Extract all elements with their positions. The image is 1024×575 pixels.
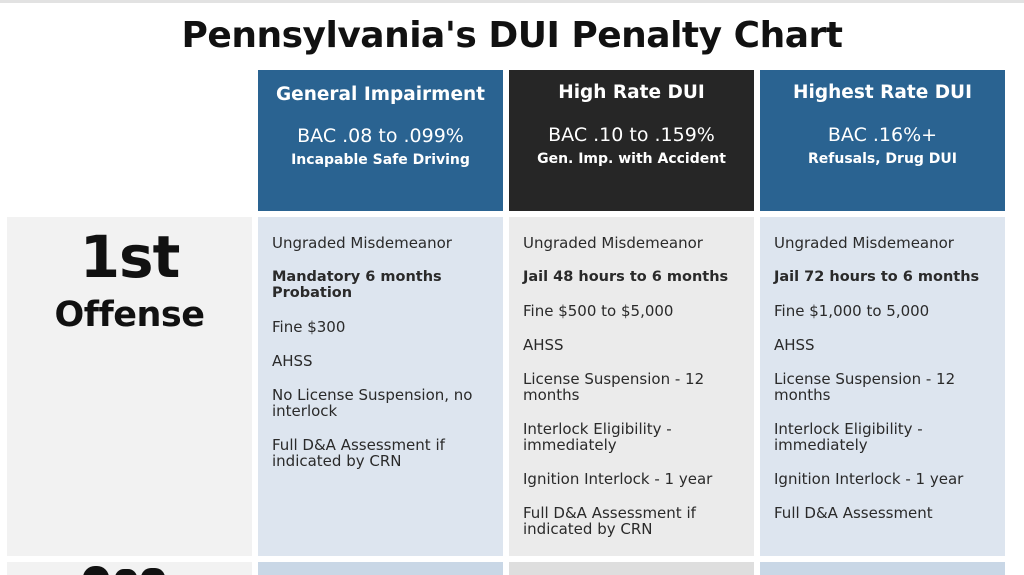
column-name: Highest Rate DUI bbox=[793, 82, 972, 103]
penalty-item: Fine $1,000 to 5,000 bbox=[774, 302, 930, 320]
penalty-item: License Suspension - 12 months bbox=[523, 370, 705, 404]
column-name: General Impairment bbox=[275, 84, 486, 105]
penalty-item: Mandatory 6 months Probation bbox=[272, 269, 442, 301]
penalty-item: Ungraded Misdemeanor bbox=[523, 234, 703, 252]
offense-number: 1st bbox=[79, 223, 181, 291]
column-subtitle: Gen. Imp. with Accident bbox=[537, 151, 726, 167]
penalty-item: Ungraded Misdemeanor bbox=[272, 234, 452, 252]
column-subtitle: Refusals, Drug DUI bbox=[807, 151, 958, 167]
penalty-item: Full D&A Assessment if indicated by CRN bbox=[272, 436, 445, 470]
offense-word: Offense bbox=[54, 295, 205, 335]
column-header-highest-rate: Highest Rate DUI BAC .16%+ Refusals, Dru… bbox=[760, 70, 1005, 211]
offense-label-cell: 1st Offense bbox=[7, 217, 252, 556]
next-row-cell-general-impairment bbox=[258, 562, 503, 575]
column-name: High Rate DUI bbox=[558, 82, 705, 103]
column-subtitle: Incapable Safe Driving bbox=[291, 152, 470, 168]
top-divider bbox=[0, 0, 1024, 3]
penalty-item: Jail 48 hours to 6 months bbox=[523, 269, 729, 285]
next-offense-number-partial bbox=[79, 562, 175, 575]
column-header-general-impairment: General Impairment BAC .08 to .099% Inca… bbox=[258, 70, 503, 211]
next-offense-label-cell bbox=[7, 562, 252, 575]
penalty-item: AHSS bbox=[272, 352, 313, 370]
penalty-item: Full D&A Assessment bbox=[774, 504, 933, 522]
penalty-item: Jail 72 hours to 6 months bbox=[774, 269, 980, 285]
column-bac: BAC .16%+ bbox=[827, 124, 938, 146]
penalty-cell-highest-rate: Ungraded Misdemeanor Jail 72 hours to 6 … bbox=[760, 217, 1005, 556]
penalty-item: AHSS bbox=[774, 336, 815, 354]
penalty-item: Ignition Interlock - 1 year bbox=[523, 470, 713, 488]
penalty-cell-general-impairment: Ungraded Misdemeanor Mandatory 6 months … bbox=[258, 217, 503, 556]
penalty-item: Full D&A Assessment if indicated by CRN bbox=[523, 504, 696, 538]
penalty-item: Interlock Eligibility - immediately bbox=[523, 420, 672, 454]
column-bac: BAC .10 to .159% bbox=[548, 124, 715, 146]
penalty-item: AHSS bbox=[523, 336, 564, 354]
column-bac: BAC .08 to .099% bbox=[297, 125, 464, 147]
penalty-item: No License Suspension, no interlock bbox=[272, 386, 473, 420]
column-header-high-rate: High Rate DUI BAC .10 to .159% Gen. Imp.… bbox=[509, 70, 754, 211]
next-row-cell-high-rate bbox=[509, 562, 754, 575]
next-row-cell-highest-rate bbox=[760, 562, 1005, 575]
penalty-item: Interlock Eligibility - immediately bbox=[774, 420, 923, 454]
penalty-cell-high-rate: Ungraded Misdemeanor Jail 48 hours to 6 … bbox=[509, 217, 754, 556]
penalty-item: License Suspension - 12 months bbox=[774, 370, 956, 404]
penalty-item: Fine $500 to $5,000 bbox=[523, 302, 674, 320]
penalty-item: Fine $300 bbox=[272, 318, 346, 336]
page-title: Pennsylvania's DUI Penalty Chart bbox=[181, 15, 843, 56]
penalty-item: Ungraded Misdemeanor bbox=[774, 234, 954, 252]
penalty-item: Ignition Interlock - 1 year bbox=[774, 470, 964, 488]
